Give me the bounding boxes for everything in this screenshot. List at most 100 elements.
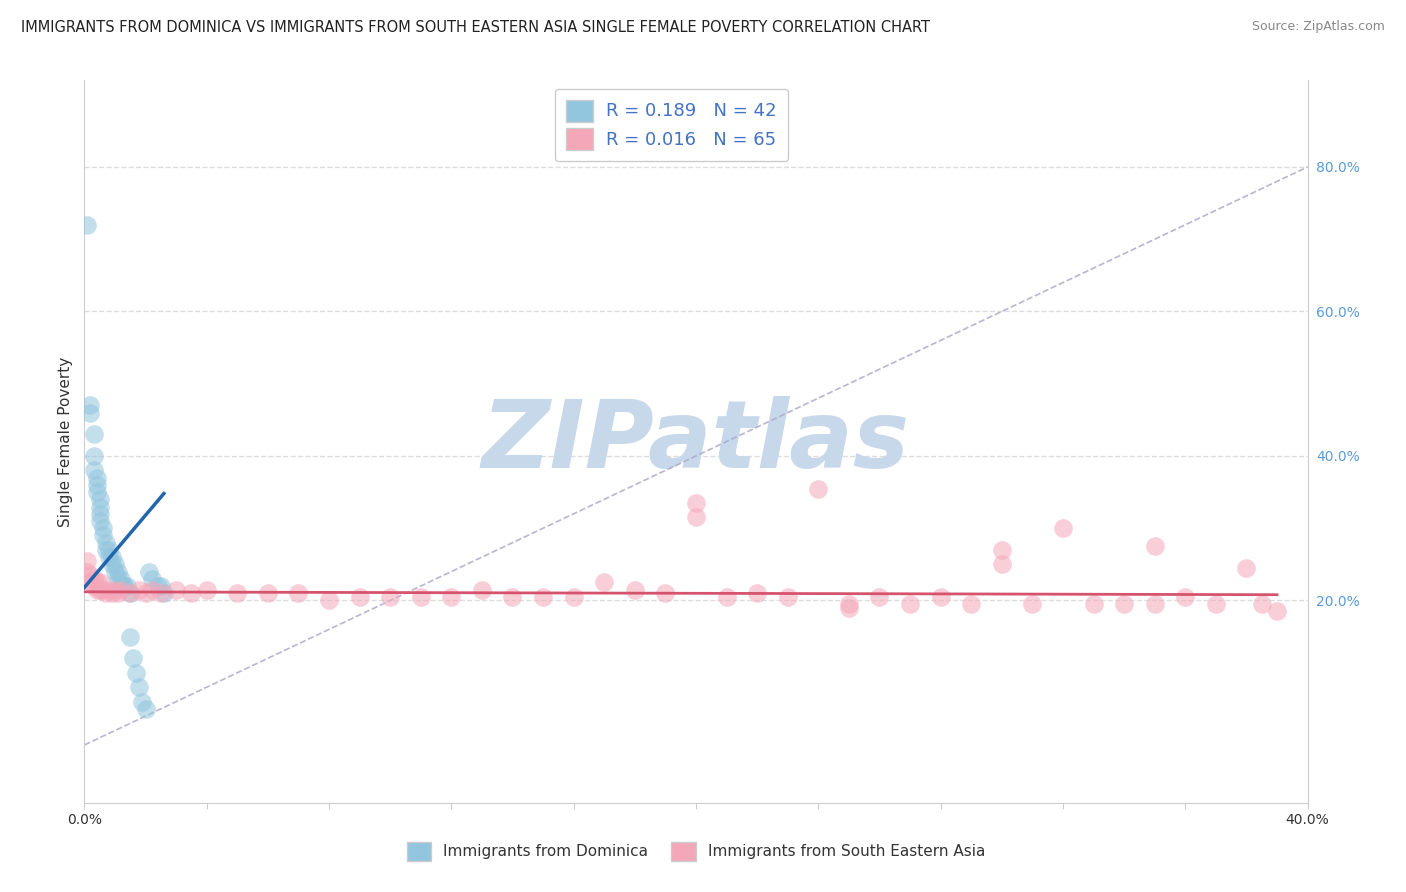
Point [257, 586, 280, 600]
Point [125, 665, 148, 680]
Point [141, 582, 163, 597]
Point [101, 558, 124, 572]
Point [115, 579, 138, 593]
Point [89, 492, 111, 507]
Point [83, 449, 105, 463]
Point [1265, 604, 1288, 618]
Point [195, 582, 218, 597]
Point [685, 496, 707, 510]
Point [128, 582, 150, 597]
Point [83, 579, 105, 593]
Point [138, 565, 160, 579]
Point [838, 597, 860, 611]
Point [79, 575, 101, 590]
Point [91, 521, 114, 535]
Point [135, 702, 157, 716]
Point [898, 597, 921, 611]
Point [104, 558, 127, 572]
Point [409, 590, 432, 604]
Point [97, 542, 120, 557]
Point [112, 579, 135, 593]
Point [94, 542, 117, 557]
Point [1250, 597, 1272, 611]
Point [440, 590, 463, 604]
Point [807, 482, 830, 496]
Point [165, 582, 187, 597]
Point [471, 582, 494, 597]
Point [97, 582, 120, 597]
Point [128, 680, 150, 694]
Point [120, 630, 142, 644]
Point [562, 590, 585, 604]
Point [1174, 590, 1197, 604]
Point [135, 586, 157, 600]
Point [107, 586, 129, 600]
Point [991, 542, 1014, 557]
Point [1021, 597, 1043, 611]
Point [287, 586, 309, 600]
Point [104, 582, 127, 597]
Point [1143, 539, 1166, 553]
Point [131, 695, 153, 709]
Point [838, 600, 860, 615]
Point [120, 586, 142, 600]
Point [94, 586, 117, 600]
Point [86, 485, 108, 500]
Point [107, 572, 129, 586]
Point [89, 507, 111, 521]
Point [76, 218, 98, 232]
Point [226, 586, 249, 600]
Point [101, 586, 124, 600]
Point [89, 514, 111, 528]
Point [91, 582, 114, 597]
Point [149, 586, 172, 600]
Point [110, 582, 132, 597]
Y-axis label: Single Female Poverty: Single Female Poverty [58, 357, 73, 526]
Point [654, 586, 676, 600]
Point [101, 550, 124, 565]
Point [685, 510, 707, 524]
Point [960, 597, 983, 611]
Point [89, 575, 111, 590]
Point [593, 575, 616, 590]
Point [83, 427, 105, 442]
Point [1114, 597, 1136, 611]
Point [83, 572, 105, 586]
Point [86, 582, 108, 597]
Text: ZIPatlas: ZIPatlas [482, 395, 910, 488]
Point [79, 406, 101, 420]
Point [76, 554, 98, 568]
Point [79, 398, 101, 412]
Point [531, 590, 554, 604]
Point [79, 568, 101, 582]
Point [149, 579, 172, 593]
Point [502, 590, 524, 604]
Point [153, 586, 176, 600]
Point [716, 590, 738, 604]
Point [747, 586, 769, 600]
Point [1052, 521, 1074, 535]
Point [86, 575, 108, 590]
Point [776, 590, 799, 604]
Point [624, 582, 647, 597]
Point [104, 565, 127, 579]
Point [349, 590, 371, 604]
Text: IMMIGRANTS FROM DOMINICA VS IMMIGRANTS FROM SOUTH EASTERN ASIA SINGLE FEMALE POV: IMMIGRANTS FROM DOMINICA VS IMMIGRANTS F… [21, 20, 931, 35]
Point [97, 550, 120, 565]
Point [929, 590, 952, 604]
Point [1143, 597, 1166, 611]
Point [89, 582, 111, 597]
Point [86, 478, 108, 492]
Point [991, 558, 1014, 572]
Point [1236, 561, 1258, 575]
Point [141, 572, 163, 586]
Point [89, 500, 111, 514]
Point [91, 528, 114, 542]
Point [110, 579, 132, 593]
Point [120, 586, 142, 600]
Point [122, 651, 145, 665]
Point [76, 565, 98, 579]
Text: Source: ZipAtlas.com: Source: ZipAtlas.com [1251, 20, 1385, 33]
Point [83, 463, 105, 477]
Point [869, 590, 891, 604]
